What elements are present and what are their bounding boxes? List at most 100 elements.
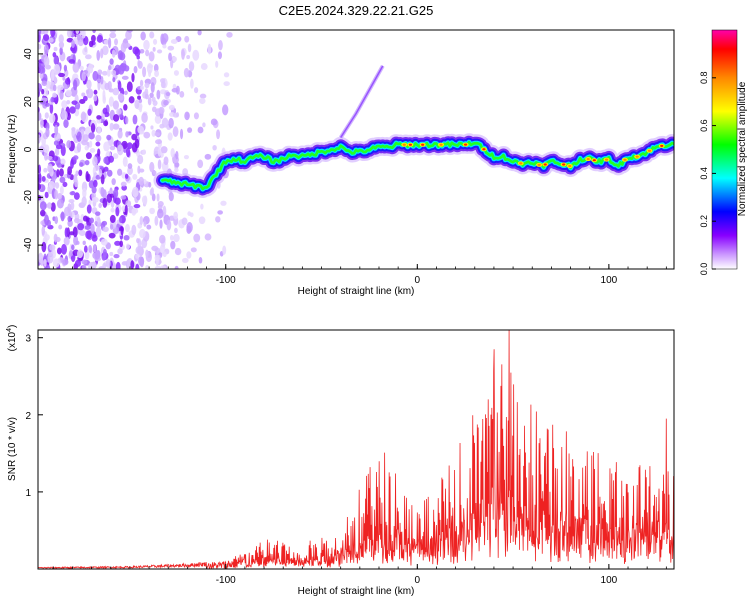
noise-blob bbox=[137, 59, 141, 67]
noise-blob bbox=[151, 193, 156, 202]
noise-blob bbox=[42, 87, 49, 97]
noise-blob bbox=[111, 69, 117, 76]
noise-blob bbox=[49, 244, 56, 251]
noise-blob bbox=[124, 65, 130, 72]
noise-blob bbox=[64, 227, 68, 238]
noise-blob bbox=[127, 163, 133, 169]
noise-blob bbox=[69, 191, 76, 196]
noise-blob bbox=[62, 76, 66, 81]
noise-blob bbox=[82, 187, 87, 199]
noise-blob bbox=[63, 236, 70, 246]
noise-blob bbox=[82, 240, 86, 246]
spectrogram-y-tick-label: -40 bbox=[23, 237, 34, 252]
noise-blob bbox=[102, 226, 109, 233]
colorbar-gradient bbox=[711, 29, 738, 270]
snr-x-tick-label: -100 bbox=[216, 575, 236, 586]
spectrogram-y-label: Frequency (Hz) bbox=[7, 115, 18, 184]
noise-blob bbox=[149, 161, 155, 173]
noise-blob bbox=[134, 99, 140, 109]
noise-blob bbox=[84, 225, 91, 230]
noise-blob bbox=[54, 216, 59, 225]
noise-blob bbox=[112, 77, 116, 83]
noise-blob bbox=[149, 207, 155, 215]
noise-blob bbox=[112, 100, 120, 110]
noise-blob bbox=[112, 153, 119, 160]
noise-blob bbox=[101, 70, 108, 76]
noise-blob bbox=[175, 112, 180, 118]
noise-blob bbox=[144, 82, 150, 89]
noise-blob bbox=[42, 30, 49, 35]
noise-blob bbox=[108, 96, 114, 107]
noise-blob bbox=[94, 250, 101, 260]
noise-blob bbox=[150, 125, 154, 130]
noise-blob bbox=[106, 193, 113, 203]
noise-blob bbox=[139, 228, 146, 239]
noise-blob bbox=[189, 212, 194, 218]
noise-blob bbox=[112, 87, 120, 96]
spectrogram-streak-core bbox=[340, 65, 384, 138]
noise-blob bbox=[167, 45, 175, 51]
noise-blob bbox=[92, 244, 97, 253]
noise-blob bbox=[111, 178, 116, 186]
noise-blob bbox=[145, 49, 150, 57]
noise-blob bbox=[124, 204, 128, 216]
noise-blob bbox=[131, 133, 138, 141]
noise-blob bbox=[84, 46, 88, 53]
noise-blob bbox=[97, 69, 103, 75]
noise-blob bbox=[52, 258, 60, 268]
noise-blob bbox=[91, 234, 98, 242]
noise-blob bbox=[192, 49, 200, 61]
noise-blob bbox=[95, 226, 102, 238]
noise-blob bbox=[86, 88, 94, 99]
noise-blob bbox=[105, 258, 111, 269]
snr-multiplier: (x104) bbox=[6, 325, 18, 352]
noise-blob bbox=[38, 30, 42, 36]
noise-blob bbox=[77, 249, 84, 259]
noise-blob bbox=[121, 75, 129, 80]
noise-blob bbox=[47, 252, 54, 264]
noise-blob bbox=[117, 168, 123, 176]
noise-blob bbox=[128, 96, 135, 104]
noise-blob bbox=[106, 134, 112, 141]
noise-blob bbox=[74, 178, 79, 188]
ridge-hot-core bbox=[408, 143, 413, 146]
noise-blob bbox=[67, 215, 72, 223]
noise-blob bbox=[157, 208, 163, 214]
noise-blob bbox=[55, 144, 63, 150]
colorbar-tick-label: 0.0 bbox=[699, 263, 709, 276]
noise-blob bbox=[149, 188, 154, 196]
noise-blob bbox=[168, 104, 175, 111]
noise-blob bbox=[53, 121, 60, 128]
noise-blob bbox=[101, 45, 109, 56]
noise-blob bbox=[116, 108, 122, 115]
noise-blob bbox=[181, 217, 188, 226]
noise-blob bbox=[145, 249, 149, 258]
spectrogram-y-tick-label: -20 bbox=[23, 190, 34, 205]
noise-blob bbox=[114, 240, 122, 246]
noise-blob bbox=[120, 181, 127, 187]
noise-blob bbox=[38, 111, 42, 121]
noise-blob bbox=[158, 106, 165, 115]
noise-blob bbox=[181, 257, 189, 264]
snr-y-tick-label: 2 bbox=[25, 411, 31, 422]
noise-blob bbox=[125, 224, 130, 233]
ridge-hot-core bbox=[592, 159, 596, 162]
noise-blob bbox=[151, 106, 157, 113]
noise-blob bbox=[156, 89, 161, 100]
noise-blob bbox=[71, 244, 75, 251]
spectrogram-x-tick-label: 100 bbox=[601, 275, 618, 286]
noise-blob bbox=[74, 259, 82, 267]
snr-x-tick-label: 100 bbox=[601, 575, 618, 586]
noise-blob bbox=[197, 126, 204, 134]
noise-blob bbox=[117, 50, 123, 60]
spectrogram-y-tick-label: 0 bbox=[23, 146, 34, 152]
noise-blob bbox=[115, 261, 121, 269]
noise-blob bbox=[122, 156, 128, 167]
noise-blob bbox=[136, 237, 140, 244]
noise-blob bbox=[66, 140, 72, 149]
noise-blob bbox=[199, 93, 207, 99]
noise-blob bbox=[131, 142, 138, 153]
noise-blob bbox=[163, 99, 169, 106]
noise-blob bbox=[96, 78, 102, 83]
noise-blob bbox=[93, 179, 98, 188]
